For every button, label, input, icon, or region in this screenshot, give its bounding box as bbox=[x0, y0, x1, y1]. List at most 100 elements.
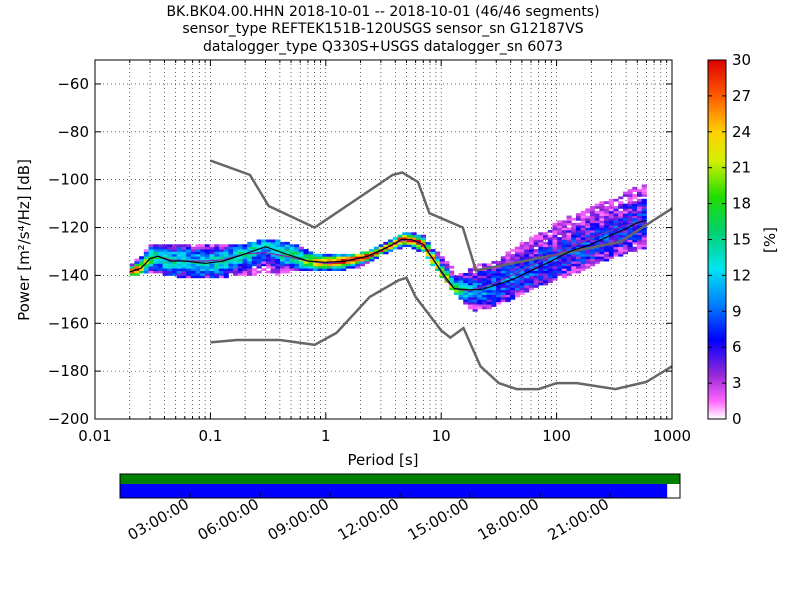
heatmap-cell bbox=[256, 241, 262, 245]
heatmap-cell bbox=[477, 299, 483, 303]
heatmap-cell bbox=[604, 253, 610, 257]
heatmap-cell bbox=[514, 249, 520, 252]
heatmap-cell bbox=[392, 239, 398, 243]
heatmap-cell bbox=[251, 258, 257, 262]
heatmap-cell bbox=[228, 265, 234, 269]
heatmap-cell bbox=[585, 239, 591, 243]
heatmap-cell bbox=[444, 263, 450, 267]
heatmap-cell bbox=[439, 265, 445, 269]
heatmap-cell bbox=[181, 273, 187, 276]
heatmap-cell bbox=[561, 258, 567, 262]
heatmap-cell bbox=[538, 232, 544, 236]
heatmap-cell bbox=[477, 273, 483, 276]
heatmap-cell bbox=[153, 263, 159, 267]
y-tick-label: −200 bbox=[48, 410, 89, 428]
heatmap-cell bbox=[308, 268, 314, 272]
heatmap-cell bbox=[557, 263, 563, 267]
heatmap-cell bbox=[251, 256, 257, 260]
heatmap-cell bbox=[378, 244, 384, 248]
heatmap-cell bbox=[590, 263, 596, 267]
heatmap-cell bbox=[204, 253, 210, 257]
heatmap-cell bbox=[477, 270, 483, 274]
heatmap-cell bbox=[622, 239, 629, 243]
heatmap-cell bbox=[233, 246, 239, 250]
x-tick-label: 100 bbox=[542, 427, 571, 445]
heatmap-cell bbox=[153, 261, 159, 264]
heatmap-cell bbox=[482, 296, 488, 300]
heatmap-cell bbox=[482, 265, 488, 269]
heatmap-cell bbox=[181, 275, 187, 279]
heatmap-cell bbox=[594, 251, 600, 255]
heatmap-cell bbox=[608, 210, 614, 214]
heatmap-cell bbox=[176, 251, 182, 255]
heatmap-cell bbox=[538, 258, 544, 262]
heatmap-cell bbox=[557, 237, 563, 240]
heatmap-cell bbox=[641, 217, 647, 221]
heatmap-cell bbox=[449, 270, 455, 274]
heatmap-cell bbox=[416, 246, 422, 250]
heatmap-cell bbox=[561, 222, 567, 226]
heatmap-cell bbox=[557, 265, 563, 269]
heatmap-cell bbox=[482, 294, 488, 298]
heatmap-cell bbox=[402, 234, 408, 238]
data-available-bar bbox=[120, 474, 680, 484]
heatmap-cell bbox=[327, 265, 333, 269]
heatmap-cell bbox=[538, 282, 544, 286]
heatmap-cell bbox=[505, 284, 511, 288]
y-tick-label: −180 bbox=[48, 362, 89, 380]
heatmap-cell bbox=[543, 253, 549, 257]
heatmap-cell bbox=[641, 191, 647, 195]
heatmap-cell bbox=[543, 258, 549, 262]
heatmap-cell bbox=[472, 284, 478, 288]
heatmap-cell bbox=[505, 265, 511, 269]
heatmap-cell bbox=[580, 261, 586, 264]
heatmap-cell bbox=[622, 232, 629, 236]
heatmap-cell bbox=[519, 280, 525, 283]
heatmap-cell bbox=[284, 258, 290, 262]
heatmap-cell bbox=[594, 215, 600, 219]
heatmap-cell bbox=[585, 225, 591, 228]
heatmap-cell bbox=[641, 210, 647, 214]
heatmap-cell bbox=[237, 256, 243, 260]
heatmap-cell bbox=[519, 282, 525, 286]
heatmap-cell bbox=[181, 261, 187, 264]
heatmap-cell bbox=[491, 277, 497, 281]
heatmap-cell bbox=[599, 246, 605, 250]
heatmap-cell bbox=[552, 277, 558, 281]
heatmap-cell bbox=[200, 258, 206, 262]
heatmap-cell bbox=[256, 270, 262, 274]
heatmap-cell bbox=[632, 201, 638, 204]
heatmap-cell bbox=[566, 239, 572, 243]
heatmap-cell bbox=[261, 263, 267, 267]
heatmap-cell bbox=[223, 275, 229, 279]
heatmap-cell bbox=[637, 241, 643, 245]
heatmap-cell bbox=[275, 249, 281, 252]
heatmap-cell bbox=[467, 296, 474, 300]
x-axis-label: Period [s] bbox=[347, 451, 418, 469]
heatmap-cell bbox=[345, 253, 351, 257]
heatmap-cell bbox=[496, 277, 502, 281]
heatmap-cell bbox=[209, 270, 215, 274]
heatmap-cell bbox=[594, 261, 600, 264]
heatmap-cell bbox=[467, 273, 474, 276]
heatmap-cell bbox=[604, 217, 610, 221]
heatmap-cell bbox=[561, 263, 567, 267]
heatmap-cell bbox=[463, 301, 469, 305]
heatmap-cell bbox=[491, 289, 497, 293]
heatmap-cell bbox=[477, 294, 483, 298]
heatmap-cell bbox=[533, 244, 539, 248]
heatmap-cell bbox=[453, 289, 459, 293]
heatmap-cell bbox=[637, 232, 643, 236]
heatmap-cell bbox=[477, 304, 483, 307]
heatmap-cell bbox=[312, 263, 319, 267]
heatmap-cell bbox=[590, 258, 596, 262]
heatmap-cell bbox=[561, 225, 567, 228]
heatmap-cell bbox=[486, 289, 492, 293]
heatmap-cell bbox=[575, 217, 582, 221]
heatmap-cell bbox=[275, 256, 281, 260]
heatmap-cell bbox=[585, 237, 591, 240]
heatmap-cell bbox=[406, 241, 412, 245]
heatmap-cell bbox=[538, 270, 544, 274]
x-tick-label: 10 bbox=[432, 427, 451, 445]
heatmap-cell bbox=[416, 239, 422, 243]
